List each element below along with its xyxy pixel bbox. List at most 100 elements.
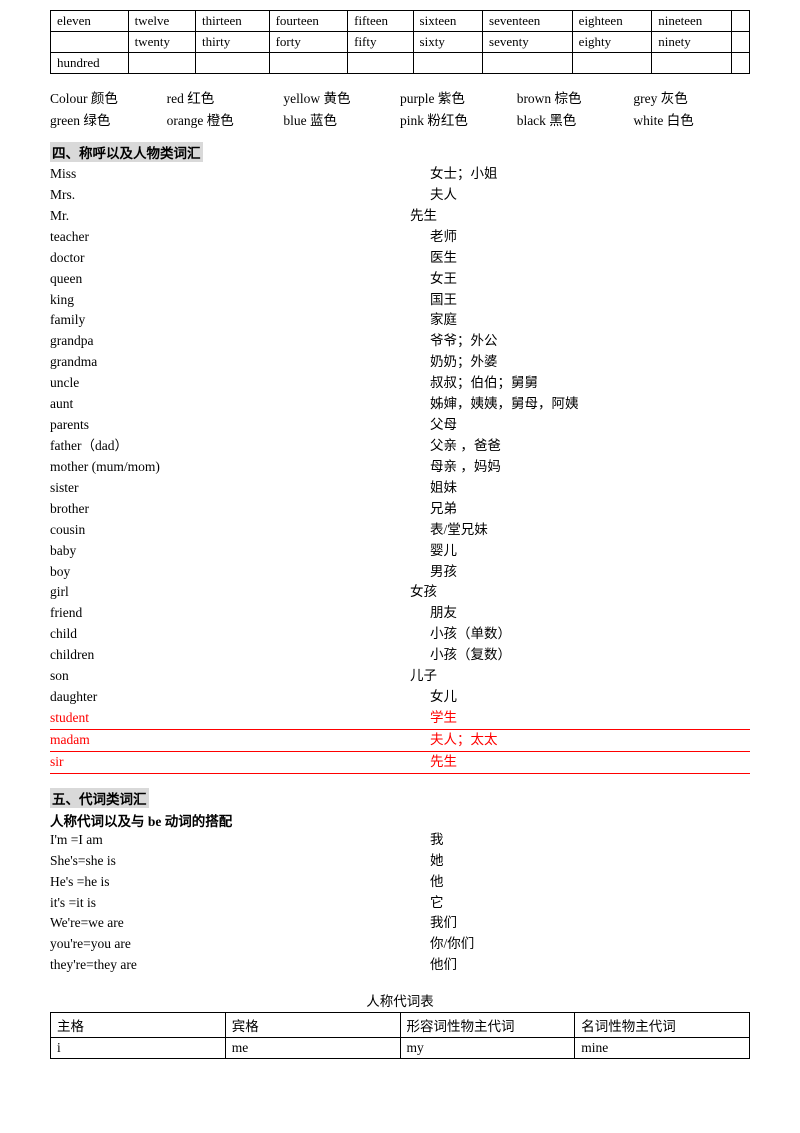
vocab-row: Mrs.夫人 <box>50 185 750 206</box>
vocab-row: sister姐妹 <box>50 478 750 499</box>
vocab-cn: 夫人；太太 <box>430 730 750 751</box>
numbers-cell: thirty <box>196 32 270 53</box>
vocab-cn: 先生 <box>410 206 750 227</box>
vocab-row: boy男孩 <box>50 562 750 583</box>
pron-cell: me <box>225 1038 400 1059</box>
numbers-cell <box>128 53 195 74</box>
vocab-cn: 小孩（单数） <box>430 624 750 645</box>
section-5: 五、代词类词汇 人称代词以及与 be 动词的搭配 I'm =I am我She's… <box>50 788 750 976</box>
pron-cell: i <box>51 1038 226 1059</box>
numbers-cell: sixteen <box>413 11 483 32</box>
colour-header: Colour 颜色 <box>50 86 167 108</box>
pron-cell: my <box>400 1038 575 1059</box>
vocab-cn: 国王 <box>430 290 750 311</box>
vocab-row: He's =he is他 <box>50 872 750 893</box>
vocab-en: baby <box>50 541 430 562</box>
numbers-cell: eighteen <box>572 11 652 32</box>
vocab-cn: 它 <box>430 893 750 914</box>
vocab-en: brother <box>50 499 430 520</box>
numbers-cell <box>51 32 129 53</box>
vocab-cn: 他们 <box>430 955 750 976</box>
colour-item: grey 灰色 <box>633 86 750 108</box>
numbers-cell: fifteen <box>348 11 413 32</box>
vocab-cn: 父母 <box>430 415 750 436</box>
vocab-cn: 朋友 <box>430 603 750 624</box>
vocab-cn: 姐妹 <box>430 478 750 499</box>
vocab-row: We're=we are我们 <box>50 913 750 934</box>
vocab-en: you're=you are <box>50 934 430 955</box>
vocab-cn: 奶奶；外婆 <box>430 352 750 373</box>
vocab-row: king国王 <box>50 290 750 311</box>
vocab-row: Miss女士；小姐 <box>50 164 750 185</box>
numbers-cell <box>413 53 483 74</box>
vocab-row: queen女王 <box>50 269 750 290</box>
numbers-cell <box>731 11 749 32</box>
numbers-cell: fifty <box>348 32 413 53</box>
numbers-cell <box>483 53 573 74</box>
section-4-title: 四、称呼以及人物类词汇 <box>50 142 203 162</box>
vocab-en: sister <box>50 478 430 499</box>
vocab-cn: 女王 <box>430 269 750 290</box>
vocab-en: Mrs. <box>50 185 430 206</box>
numbers-cell: eighty <box>572 32 652 53</box>
vocab-cn: 学生 <box>430 708 750 729</box>
section-5-subtitle: 人称代词以及与 be 动词的搭配 <box>50 810 750 830</box>
vocab-cn: 姊婶，姨姨，舅母，阿姨 <box>430 394 750 415</box>
vocab-cn: 女孩 <box>410 582 750 603</box>
numbers-cell: seventy <box>483 32 573 53</box>
numbers-cell: thirteen <box>196 11 270 32</box>
subtitle-be: be <box>148 814 162 829</box>
pron-header-cell: 宾格 <box>225 1013 400 1038</box>
vocab-en: cousin <box>50 520 430 541</box>
vocab-en: We're=we are <box>50 913 430 934</box>
vocab-cn: 医生 <box>430 248 750 269</box>
vocab-row: sir先生 <box>50 752 750 774</box>
vocab-row: daughter女儿 <box>50 687 750 708</box>
vocab-en: aunt <box>50 394 430 415</box>
vocab-row: mother (mum/mom)母亲 ，妈妈 <box>50 457 750 478</box>
vocab-row: cousin表/堂兄妹 <box>50 520 750 541</box>
vocab-en: Mr. <box>50 206 430 227</box>
colour-item: red 红色 <box>167 86 284 108</box>
numbers-cell: seventeen <box>483 11 573 32</box>
vocab-row: doctor医生 <box>50 248 750 269</box>
vocab-cn: 女儿 <box>430 687 750 708</box>
vocab-row: baby婴儿 <box>50 541 750 562</box>
subtitle-prefix: 人称代词以及与 <box>50 814 148 829</box>
vocab-en: Miss <box>50 164 430 185</box>
vocab-en: He's =he is <box>50 872 430 893</box>
vocab-en: it's =it is <box>50 893 430 914</box>
numbers-cell: ninety <box>652 32 732 53</box>
pronoun-table: 主格宾格形容词性物主代词名词性物主代词imemymine <box>50 1012 750 1059</box>
vocab-row: I'm =I am我 <box>50 830 750 851</box>
vocab-cn: 叔叔；伯伯；舅舅 <box>430 373 750 394</box>
vocab-cn: 爷爷；外公 <box>430 331 750 352</box>
vocab-en: student <box>50 708 430 729</box>
vocab-row: son儿子 <box>50 666 750 687</box>
vocab-row: uncle叔叔；伯伯；舅舅 <box>50 373 750 394</box>
vocab-en: sir <box>50 752 430 773</box>
numbers-cell <box>348 53 413 74</box>
numbers-cell <box>572 53 652 74</box>
vocab-row: aunt姊婶，姨姨，舅母，阿姨 <box>50 394 750 415</box>
numbers-cell <box>652 53 732 74</box>
vocab-cn: 母亲 ，妈妈 <box>430 457 750 478</box>
numbers-table: eleventwelvethirteenfourteenfifteensixte… <box>50 10 750 74</box>
vocab-cn: 家庭 <box>430 310 750 331</box>
colour-item: brown 棕色 <box>517 86 634 108</box>
colour-item: orange 橙色 <box>167 108 284 130</box>
vocab-cn: 她 <box>430 851 750 872</box>
vocab-en: daughter <box>50 687 430 708</box>
vocab-en: teacher <box>50 227 430 248</box>
vocab-en: son <box>50 666 430 687</box>
vocab-row: child小孩（单数） <box>50 624 750 645</box>
vocab-cn: 儿子 <box>410 666 750 687</box>
numbers-cell: sixty <box>413 32 483 53</box>
vocab-row: father（dad）父亲 ，爸爸 <box>50 436 750 457</box>
numbers-cell: forty <box>269 32 348 53</box>
vocab-en: children <box>50 645 430 666</box>
pron-header-cell: 名词性物主代词 <box>575 1013 750 1038</box>
vocab-en: queen <box>50 269 430 290</box>
vocab-cn: 你/你们 <box>430 934 750 955</box>
pron-header-cell: 主格 <box>51 1013 226 1038</box>
